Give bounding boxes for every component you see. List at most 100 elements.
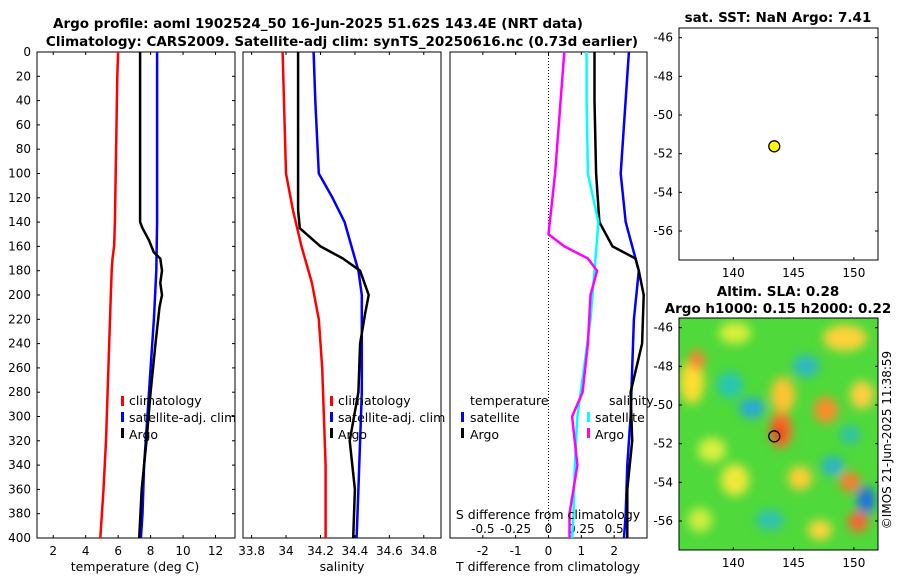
difference-legend-temperature: temperature satellite Argo [461,393,549,442]
series-line-argo [296,52,370,539]
argo-float-marker [768,430,781,443]
depth-tick-label: 220 [8,312,31,326]
sla-blob [771,377,795,413]
depth-tick-label: 380 [8,507,31,521]
x-tick-label: 34.8 [410,544,437,558]
x-tick-label: 6 [114,544,122,558]
x-tick-label: 4 [82,544,90,558]
temperature-lines [99,51,164,539]
temperature-panel: 0204060801001201401601802002202402602803… [8,45,647,574]
depth-tick-label: 180 [8,264,31,278]
depth-tick-label: 140 [8,215,31,229]
legend-s-argo-label: Argo [595,427,624,442]
map-x-tick-label: 145 [782,556,805,570]
s-diff-tick-label: -0.5 [471,522,494,536]
s-diff-tick-label: 0.5 [605,522,624,536]
map-y-tick-label: -56 [653,514,673,528]
depth-tick-label: 40 [16,94,31,108]
sla-blob [850,381,874,409]
x-tick-label: 34.2 [307,544,334,558]
map-y-tick-label: -48 [653,359,673,373]
temperature-legend: climatology satellite-adj. clim Argo [121,393,236,442]
map-y-tick-label: -50 [653,108,673,122]
depth-tick-label: 0 [23,45,31,59]
map-y-tick-label: -56 [653,224,673,238]
legend-s-satellite-swatch [587,412,590,422]
map-y-tick-label: -54 [653,185,673,199]
s-difference-tick-labels: -0.5 -0.25 0 0.25 0.5 [471,522,624,536]
map-y-tick-label: -52 [653,437,673,451]
sst-map-ticks: -46 -48 -50 -52 -54 -56 140 145 150 [653,31,878,280]
legend-satellite-swatch [330,412,333,422]
temperature-axes-box [36,51,236,539]
legend-climatology-swatch [330,396,333,406]
sla-blob [721,464,749,496]
legend-salinity-title: salinity [609,393,654,408]
map-y-tick-label: -52 [653,147,673,161]
s-difference-label: S difference from climatology [456,507,641,522]
sla-blob [857,486,875,514]
figure-title-line2: Climatology: CARS2009. Satellite-adj cli… [46,34,638,50]
salinity-axes-box [242,51,442,539]
map-y-tick-label: -54 [653,475,673,489]
depth-tick-label: 340 [8,458,31,472]
sla-blob [840,472,860,492]
x-tick-label: 2 [49,544,57,558]
difference-panel: -2 -1 0 1 2 -0.5 -0.25 0 0.25 0.5 S difference f… [449,51,654,574]
x-tick-label: 34 [278,544,293,558]
depth-tick-label: 280 [8,385,31,399]
legend-temperature-title: temperature [470,393,549,408]
sla-blob [808,520,832,540]
figure-title-line1: Argo profile: aoml 1902524_50 16-Jun-202… [53,16,583,32]
argo-float-marker [768,140,781,153]
x-tick-label: 12 [208,544,223,558]
sla-map-title-line1: Altim. SLA: 0.28 [717,284,839,300]
difference-lines [547,51,645,539]
sla-blob [719,322,751,344]
t-difference-x-ticks: -2 -1 0 1 2 [477,52,618,558]
legend-satellite-swatch [121,412,124,422]
legend-satellite-label: satellite-adj. clim [338,410,445,425]
sla-blob [739,398,765,418]
depth-tick-label: 240 [8,337,31,351]
series-line-s-argo [547,51,599,538]
sla-map-axes-box [678,317,879,551]
legend-s-argo-swatch [587,428,590,438]
legend-s-satellite-label: satellite [595,410,645,425]
s-diff-tick-label: -0.25 [500,522,531,536]
map-x-tick-label: 145 [782,266,805,280]
difference-legend-salinity: salinity satellite Argo [587,393,654,442]
legend-satellite-label: satellite-adj. clim [129,410,236,425]
sla-blob [822,456,844,476]
depth-tick-label: 20 [16,69,31,83]
depth-tick-label: 300 [8,410,31,424]
sla-blob [689,350,705,370]
legend-argo-label: Argo [338,427,367,442]
sla-map-title-line2: Argo h1000: 0.15 h2000: 0.22 [665,301,892,317]
x-tick-label: 34.6 [376,544,403,558]
series-line-t-argo [593,52,645,538]
sla-blob [823,325,867,351]
sla-blob [698,438,726,462]
depth-tick-label: 400 [8,531,31,545]
depth-tick-label: 200 [8,288,31,302]
depth-tick-label: 80 [16,142,31,156]
map-x-tick-label: 140 [722,266,745,280]
x-tick-label: 33.8 [238,544,265,558]
sla-anomaly-blobs [680,322,875,540]
depth-tick-label: 360 [8,482,31,496]
s-diff-tick-label: 0 [545,522,553,536]
sla-blob [848,512,868,532]
legend-climatology-label: climatology [338,393,411,408]
legend-t-satellite-label: satellite [470,410,520,425]
sla-blob [680,360,704,404]
depth-tick-label: 100 [8,167,31,181]
depth-tick-label: 60 [16,118,31,132]
salinity-lines [281,51,370,539]
map-x-tick-label: 150 [842,556,865,570]
sla-blob [840,426,860,444]
x-tick-label: -2 [477,544,489,558]
legend-argo-label: Argo [129,427,158,442]
sla-heatmap [679,318,878,550]
